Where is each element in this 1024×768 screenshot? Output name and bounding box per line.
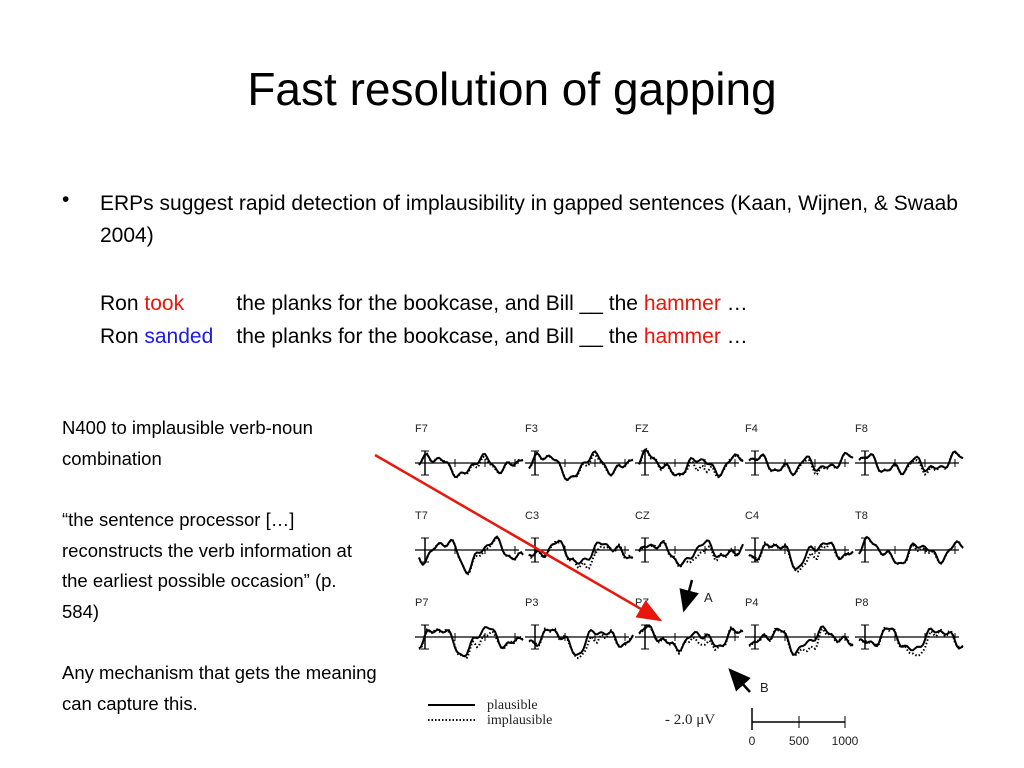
time-axis-label: 0 <box>749 734 756 748</box>
electrode-label: FZ <box>635 423 649 435</box>
note: “the sentence processor […] reconstructs… <box>62 509 352 622</box>
amplitude-scale: - 2.0 μV <box>665 712 715 728</box>
bullet: • ERPs suggest rapid detection of implau… <box>62 188 958 247</box>
waveform-plausible <box>858 627 964 652</box>
sentence-word: Ron <box>100 325 139 348</box>
example-sentence: Ron sanded the planks for the bookcase, a… <box>100 325 748 349</box>
bullet-text: ERPs suggest rapid detection of implausi… <box>100 192 958 247</box>
time-axis-label: 500 <box>789 734 809 748</box>
electrode-label: P3 <box>525 597 538 609</box>
time-axis-label: 1000 <box>832 734 859 748</box>
electrode-label: P7 <box>415 597 428 609</box>
waveform-implausible <box>858 625 964 657</box>
sentence-word: sanded <box>144 325 214 348</box>
electrode-label: C3 <box>525 510 539 522</box>
electrode-label: C4 <box>745 510 759 522</box>
sentence-word: took <box>144 292 185 315</box>
waveform-plausible <box>748 625 854 656</box>
sentence-word: … <box>726 325 748 348</box>
waveform-plausible <box>638 624 744 653</box>
electrode-label: CZ <box>635 510 650 522</box>
sentence-word: Ron <box>100 292 139 315</box>
waveform-implausible <box>858 451 964 476</box>
electrode-label: F3 <box>525 423 538 435</box>
sentence-word: hammer <box>643 292 721 315</box>
waveform-implausible <box>528 451 634 482</box>
note: Any mechanism that gets the meaning can … <box>62 662 377 714</box>
electrode-label: F8 <box>855 423 868 435</box>
waveform-implausible <box>528 540 634 570</box>
waveform-implausible <box>858 534 964 565</box>
waveform-plausible <box>528 450 634 482</box>
legend-label: implausible <box>487 713 552 728</box>
electrode-label: P8 <box>855 597 868 609</box>
component-label: A <box>704 590 713 605</box>
electrode-label: P4 <box>745 597 758 609</box>
electrode-label: F7 <box>415 423 428 435</box>
waveform-implausible <box>418 452 524 479</box>
note: N400 to implausible verb-noun combinatio… <box>62 417 313 469</box>
component-arrow <box>728 668 751 693</box>
electrode-label: F4 <box>745 423 758 435</box>
waveform-plausible <box>528 628 634 656</box>
waveform-plausible <box>638 539 744 567</box>
waveform-implausible <box>638 539 744 569</box>
waveform-implausible <box>638 624 744 656</box>
component-arrow <box>679 579 699 613</box>
legend-label: plausible <box>487 698 538 713</box>
example-sentence: Ron took the planks for the bookcase, and… <box>100 292 748 316</box>
waveform-implausible <box>418 536 524 576</box>
slide-title: Fast resolution of gapping <box>247 63 777 115</box>
sentence-word: … <box>726 292 748 315</box>
pointer-arrow <box>374 453 663 622</box>
waveform-implausible <box>638 447 744 479</box>
component-label: B <box>760 680 769 695</box>
waveform-plausible <box>748 451 854 477</box>
waveform-implausible <box>528 627 634 660</box>
sentence-word: hammer <box>643 325 721 348</box>
waveform-implausible <box>748 627 854 657</box>
electrode-label: T8 <box>855 510 868 522</box>
bullet-dot: • <box>62 188 70 211</box>
sentence-word: the planks for the bookcase, and Bill __… <box>236 292 638 315</box>
electrode-label: T7 <box>415 510 428 522</box>
waveform-plausible <box>418 452 524 479</box>
sentence-word: the planks for the bookcase, and Bill __… <box>236 325 638 348</box>
